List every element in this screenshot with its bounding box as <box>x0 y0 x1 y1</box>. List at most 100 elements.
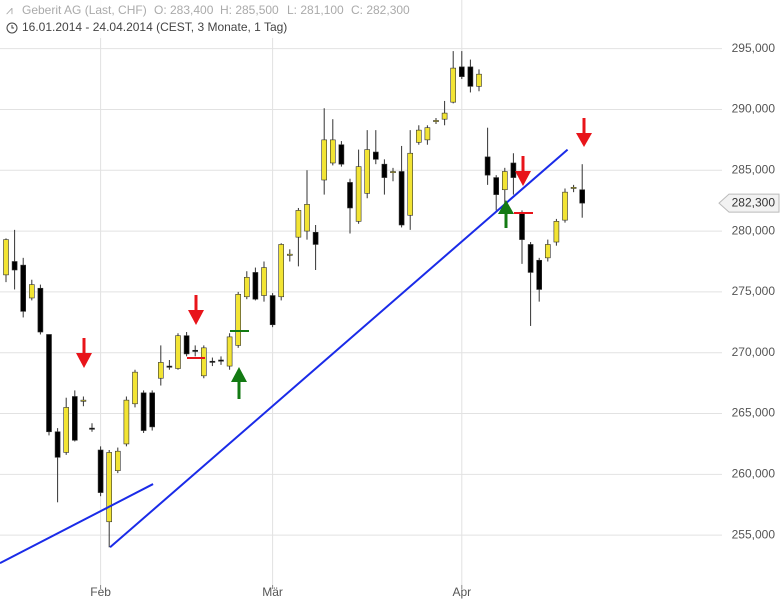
candle-body <box>347 182 353 209</box>
stat-high: H: 285,500 <box>220 3 279 17</box>
sell-arrow <box>576 133 592 147</box>
stat-close: C: 282,300 <box>351 3 410 17</box>
candle-body <box>3 239 9 276</box>
candle-body <box>458 66 465 77</box>
sell-arrow <box>521 156 525 172</box>
clock-icon <box>6 22 18 34</box>
candle-body <box>295 210 302 238</box>
header-bg <box>0 0 340 38</box>
candle-body <box>244 276 250 298</box>
candle-body <box>562 191 568 221</box>
sell-arrow <box>188 310 204 325</box>
candle-body <box>106 452 112 523</box>
buy-arrow <box>504 213 508 228</box>
candle-body <box>63 407 70 453</box>
candle-body <box>97 449 104 493</box>
candle-body <box>415 129 422 143</box>
candle-body <box>201 347 207 377</box>
buy-arrow <box>237 382 241 399</box>
candle-body <box>123 399 130 445</box>
candle-body <box>536 259 543 290</box>
y-tick-label: 290,000 <box>732 102 776 116</box>
instrument-name: Geberit AG (Last, CHF) <box>22 3 147 17</box>
candle-body <box>433 120 439 122</box>
last-price-box <box>718 193 780 213</box>
candle-body <box>80 399 87 402</box>
candle-body <box>261 267 267 296</box>
candle-body <box>501 171 508 191</box>
y-tick-label: 260,000 <box>732 466 776 480</box>
candle-body <box>527 244 534 273</box>
buy-arrow <box>498 200 514 214</box>
candle-body <box>37 287 44 333</box>
candle-body <box>252 272 259 300</box>
y-tick-label: 270,000 <box>732 345 776 359</box>
trendline <box>109 148 569 549</box>
candle-body <box>510 162 517 178</box>
candle-body <box>46 334 52 433</box>
grid <box>0 0 722 589</box>
candle-body <box>115 450 121 471</box>
candle-body <box>89 427 95 430</box>
candle-body <box>372 151 379 160</box>
candle-body <box>278 244 285 298</box>
candle-body <box>166 365 173 368</box>
candle-body <box>579 189 586 204</box>
y-tick-label: 285,000 <box>732 162 776 176</box>
x-tick-label: Mär <box>262 585 283 599</box>
header-icon: ⩘ <box>6 3 13 17</box>
candle-body <box>476 73 482 87</box>
candle-body <box>158 362 164 379</box>
candle-body <box>338 144 345 165</box>
y-tick-label: 275,000 <box>732 284 776 298</box>
sell-arrow <box>82 338 86 354</box>
candle-body <box>364 149 371 194</box>
clock-icon <box>11 25 14 29</box>
candle-body <box>484 156 491 176</box>
buy-arrow <box>231 367 247 382</box>
y-tick-label: 265,000 <box>732 406 776 420</box>
candle-body <box>407 152 414 216</box>
candle-body <box>140 392 147 431</box>
candle-body <box>424 127 431 141</box>
candle-body <box>192 349 198 352</box>
marks <box>0 51 586 564</box>
candle-body <box>450 67 457 103</box>
candle-body <box>329 139 336 164</box>
candle-body <box>381 163 388 178</box>
candle-body <box>175 335 181 369</box>
y-tick-label: 280,000 <box>732 223 776 237</box>
candle-body <box>269 295 276 326</box>
candle-body <box>226 336 233 367</box>
candle-body <box>390 171 396 174</box>
candle-body <box>235 294 241 346</box>
candle-body <box>553 221 560 243</box>
candle-body <box>467 66 474 87</box>
y-tick-label: 295,000 <box>732 41 776 55</box>
candle-body <box>441 112 448 120</box>
candle-body <box>218 359 224 362</box>
x-tick-label: Feb <box>90 585 111 599</box>
candle-body <box>149 392 155 428</box>
period: 16.01.2014 - 24.04.2014 (CEST, 3 Monate,… <box>22 20 287 34</box>
y-tick-label: 255,000 <box>732 527 776 541</box>
candle-body <box>398 171 405 226</box>
candle-body <box>355 166 362 222</box>
candle-body <box>286 253 293 256</box>
candle-body <box>312 231 319 245</box>
candle-body <box>570 186 577 189</box>
candle-body <box>132 371 138 405</box>
last-price-label: 282,300 <box>732 195 776 209</box>
candle-body <box>321 139 328 181</box>
sell-arrow <box>582 118 586 134</box>
sell-arrow <box>515 171 531 186</box>
candle-body <box>20 264 27 312</box>
sell-arrow <box>76 353 92 368</box>
candle-body <box>72 396 78 441</box>
candle-body <box>54 431 61 458</box>
trendline <box>0 483 154 564</box>
candle-body <box>544 244 551 259</box>
stat-low: L: 281,100 <box>287 3 344 17</box>
candle-body <box>493 177 500 195</box>
